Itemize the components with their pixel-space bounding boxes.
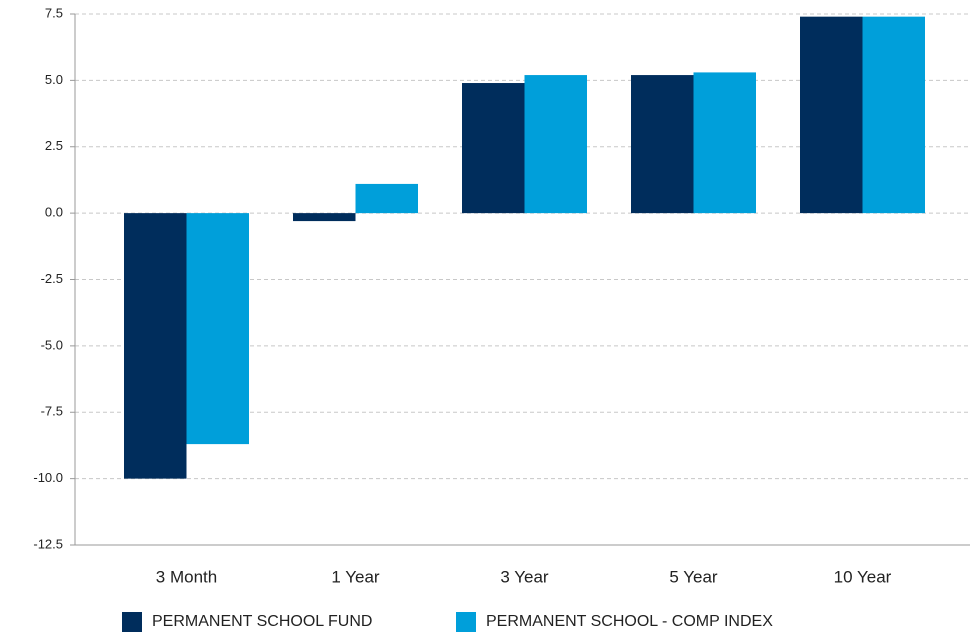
bar <box>631 75 694 214</box>
legend-swatch <box>122 612 142 632</box>
y-tick-label: -10.0 <box>33 470 63 485</box>
legend-label: PERMANENT SCHOOL FUND <box>152 613 372 630</box>
bar <box>186 213 249 445</box>
x-tick-label: 5 Year <box>669 567 718 586</box>
y-tick-label: -5.0 <box>41 337 63 352</box>
y-tick-label: 2.5 <box>45 138 63 153</box>
y-tick-label: -7.5 <box>41 404 63 419</box>
y-tick-label: 0.0 <box>45 205 63 220</box>
y-tick-label: 5.0 <box>45 72 63 87</box>
bar <box>524 75 587 214</box>
bar <box>862 16 925 214</box>
legend-swatch <box>456 612 476 632</box>
bar <box>693 72 756 214</box>
y-tick-label: -2.5 <box>41 271 63 286</box>
x-tick-label: 10 Year <box>834 567 892 586</box>
bar <box>800 16 863 214</box>
bar <box>355 183 418 214</box>
y-tick-label: -12.5 <box>33 536 63 551</box>
bar <box>293 213 356 222</box>
y-tick-label: 7.5 <box>45 5 63 20</box>
bar <box>124 213 187 479</box>
x-tick-label: 3 Year <box>500 567 549 586</box>
legend-label: PERMANENT SCHOOL - COMP INDEX <box>486 613 773 630</box>
x-tick-label: 3 Month <box>156 567 217 586</box>
bar <box>462 83 525 214</box>
x-tick-label: 1 Year <box>331 567 380 586</box>
